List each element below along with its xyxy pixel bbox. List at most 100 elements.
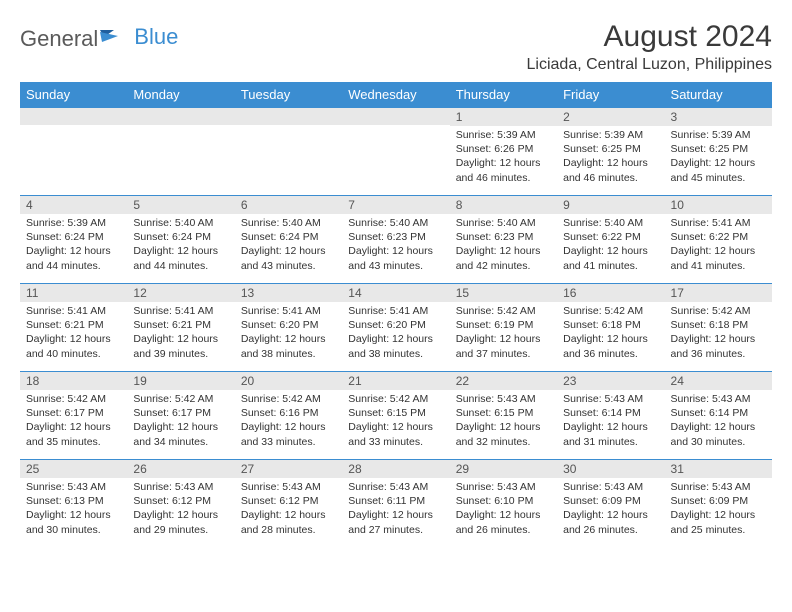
sunrise-text: Sunrise: 5:40 AM	[563, 216, 658, 230]
sunrise-text: Sunrise: 5:41 AM	[241, 304, 336, 318]
sunset-text: Sunset: 6:09 PM	[563, 494, 658, 508]
day-details: Sunrise: 5:43 AMSunset: 6:12 PMDaylight:…	[235, 478, 342, 541]
day-details: Sunrise: 5:39 AMSunset: 6:25 PMDaylight:…	[557, 126, 664, 189]
daylight-text: Daylight: 12 hours and 46 minutes.	[563, 156, 658, 184]
sunrise-text: Sunrise: 5:43 AM	[563, 480, 658, 494]
day-details: Sunrise: 5:39 AMSunset: 6:25 PMDaylight:…	[665, 126, 772, 189]
location: Liciada, Central Luzon, Philippines	[527, 56, 772, 74]
sunset-text: Sunset: 6:21 PM	[26, 318, 121, 332]
calendar-cell: 17Sunrise: 5:42 AMSunset: 6:18 PMDayligh…	[665, 284, 772, 372]
calendar-row: 18Sunrise: 5:42 AMSunset: 6:17 PMDayligh…	[20, 372, 772, 460]
calendar-cell: 1Sunrise: 5:39 AMSunset: 6:26 PMDaylight…	[450, 108, 557, 196]
day-number	[20, 108, 127, 125]
day-details: Sunrise: 5:42 AMSunset: 6:18 PMDaylight:…	[665, 302, 772, 365]
daylight-text: Daylight: 12 hours and 26 minutes.	[563, 508, 658, 536]
day-details: Sunrise: 5:39 AMSunset: 6:26 PMDaylight:…	[450, 126, 557, 189]
weekday-header: Wednesday	[342, 82, 449, 108]
sunset-text: Sunset: 6:22 PM	[671, 230, 766, 244]
weekday-header: Monday	[127, 82, 234, 108]
daylight-text: Daylight: 12 hours and 41 minutes.	[671, 244, 766, 272]
calendar-cell	[342, 108, 449, 196]
calendar-cell: 21Sunrise: 5:42 AMSunset: 6:15 PMDayligh…	[342, 372, 449, 460]
sunset-text: Sunset: 6:22 PM	[563, 230, 658, 244]
day-number: 9	[557, 196, 664, 214]
daylight-text: Daylight: 12 hours and 26 minutes.	[456, 508, 551, 536]
weekday-header: Tuesday	[235, 82, 342, 108]
day-details: Sunrise: 5:41 AMSunset: 6:22 PMDaylight:…	[665, 214, 772, 277]
calendar-cell: 25Sunrise: 5:43 AMSunset: 6:13 PMDayligh…	[20, 460, 127, 548]
day-number: 13	[235, 284, 342, 302]
sunrise-text: Sunrise: 5:43 AM	[456, 480, 551, 494]
day-details: Sunrise: 5:43 AMSunset: 6:11 PMDaylight:…	[342, 478, 449, 541]
day-details: Sunrise: 5:40 AMSunset: 6:23 PMDaylight:…	[450, 214, 557, 277]
sunrise-text: Sunrise: 5:43 AM	[671, 480, 766, 494]
day-number: 16	[557, 284, 664, 302]
calendar-cell: 13Sunrise: 5:41 AMSunset: 6:20 PMDayligh…	[235, 284, 342, 372]
calendar-row: 4Sunrise: 5:39 AMSunset: 6:24 PMDaylight…	[20, 196, 772, 284]
daylight-text: Daylight: 12 hours and 27 minutes.	[348, 508, 443, 536]
sunset-text: Sunset: 6:24 PM	[133, 230, 228, 244]
sunrise-text: Sunrise: 5:42 AM	[348, 392, 443, 406]
logo-flag-icon	[100, 26, 122, 52]
sunrise-text: Sunrise: 5:39 AM	[671, 128, 766, 142]
daylight-text: Daylight: 12 hours and 36 minutes.	[671, 332, 766, 360]
day-number: 2	[557, 108, 664, 126]
sunset-text: Sunset: 6:09 PM	[671, 494, 766, 508]
day-number: 5	[127, 196, 234, 214]
daylight-text: Daylight: 12 hours and 44 minutes.	[133, 244, 228, 272]
day-number: 10	[665, 196, 772, 214]
day-number: 24	[665, 372, 772, 390]
day-details: Sunrise: 5:42 AMSunset: 6:17 PMDaylight:…	[127, 390, 234, 453]
day-details: Sunrise: 5:42 AMSunset: 6:16 PMDaylight:…	[235, 390, 342, 453]
logo-text-blue: Blue	[134, 24, 178, 50]
sunrise-text: Sunrise: 5:40 AM	[133, 216, 228, 230]
calendar-row: 1Sunrise: 5:39 AMSunset: 6:26 PMDaylight…	[20, 108, 772, 196]
day-number: 11	[20, 284, 127, 302]
daylight-text: Daylight: 12 hours and 33 minutes.	[348, 420, 443, 448]
day-details: Sunrise: 5:39 AMSunset: 6:24 PMDaylight:…	[20, 214, 127, 277]
calendar-head: SundayMondayTuesdayWednesdayThursdayFrid…	[20, 82, 772, 108]
calendar-cell: 26Sunrise: 5:43 AMSunset: 6:12 PMDayligh…	[127, 460, 234, 548]
day-details: Sunrise: 5:43 AMSunset: 6:15 PMDaylight:…	[450, 390, 557, 453]
daylight-text: Daylight: 12 hours and 25 minutes.	[671, 508, 766, 536]
sunset-text: Sunset: 6:25 PM	[563, 142, 658, 156]
logo: General Blue	[20, 20, 178, 52]
sunset-text: Sunset: 6:18 PM	[671, 318, 766, 332]
day-details: Sunrise: 5:43 AMSunset: 6:10 PMDaylight:…	[450, 478, 557, 541]
sunset-text: Sunset: 6:14 PM	[563, 406, 658, 420]
calendar-cell: 18Sunrise: 5:42 AMSunset: 6:17 PMDayligh…	[20, 372, 127, 460]
day-details: Sunrise: 5:43 AMSunset: 6:09 PMDaylight:…	[557, 478, 664, 541]
day-number: 19	[127, 372, 234, 390]
day-number: 18	[20, 372, 127, 390]
sunrise-text: Sunrise: 5:43 AM	[563, 392, 658, 406]
day-number: 8	[450, 196, 557, 214]
sunset-text: Sunset: 6:24 PM	[241, 230, 336, 244]
day-details: Sunrise: 5:42 AMSunset: 6:17 PMDaylight:…	[20, 390, 127, 453]
sunrise-text: Sunrise: 5:43 AM	[133, 480, 228, 494]
day-details: Sunrise: 5:41 AMSunset: 6:20 PMDaylight:…	[235, 302, 342, 365]
daylight-text: Daylight: 12 hours and 43 minutes.	[348, 244, 443, 272]
day-details: Sunrise: 5:43 AMSunset: 6:14 PMDaylight:…	[557, 390, 664, 453]
sunset-text: Sunset: 6:20 PM	[241, 318, 336, 332]
sunrise-text: Sunrise: 5:42 AM	[241, 392, 336, 406]
calendar-cell: 16Sunrise: 5:42 AMSunset: 6:18 PMDayligh…	[557, 284, 664, 372]
sunset-text: Sunset: 6:17 PM	[26, 406, 121, 420]
daylight-text: Daylight: 12 hours and 41 minutes.	[563, 244, 658, 272]
daylight-text: Daylight: 12 hours and 39 minutes.	[133, 332, 228, 360]
calendar-cell	[127, 108, 234, 196]
sunset-text: Sunset: 6:10 PM	[456, 494, 551, 508]
day-details: Sunrise: 5:41 AMSunset: 6:21 PMDaylight:…	[20, 302, 127, 365]
sunset-text: Sunset: 6:23 PM	[456, 230, 551, 244]
weekday-header: Thursday	[450, 82, 557, 108]
calendar-cell: 24Sunrise: 5:43 AMSunset: 6:14 PMDayligh…	[665, 372, 772, 460]
sunrise-text: Sunrise: 5:40 AM	[348, 216, 443, 230]
calendar-cell: 27Sunrise: 5:43 AMSunset: 6:12 PMDayligh…	[235, 460, 342, 548]
daylight-text: Daylight: 12 hours and 29 minutes.	[133, 508, 228, 536]
day-number	[127, 108, 234, 125]
daylight-text: Daylight: 12 hours and 38 minutes.	[348, 332, 443, 360]
calendar-cell: 8Sunrise: 5:40 AMSunset: 6:23 PMDaylight…	[450, 196, 557, 284]
daylight-text: Daylight: 12 hours and 37 minutes.	[456, 332, 551, 360]
calendar-cell: 14Sunrise: 5:41 AMSunset: 6:20 PMDayligh…	[342, 284, 449, 372]
day-number: 12	[127, 284, 234, 302]
day-details: Sunrise: 5:43 AMSunset: 6:12 PMDaylight:…	[127, 478, 234, 541]
